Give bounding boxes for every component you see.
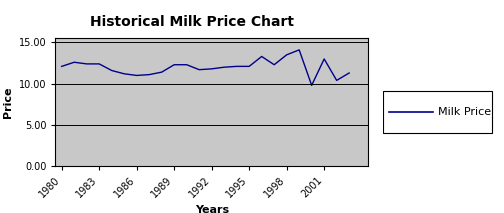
Y-axis label: Price: Price — [3, 86, 13, 118]
FancyBboxPatch shape — [383, 91, 492, 133]
X-axis label: Years: Years — [195, 205, 229, 213]
Text: Historical Milk Price Chart: Historical Milk Price Chart — [90, 15, 293, 29]
Text: Milk Price: Milk Price — [438, 107, 491, 117]
